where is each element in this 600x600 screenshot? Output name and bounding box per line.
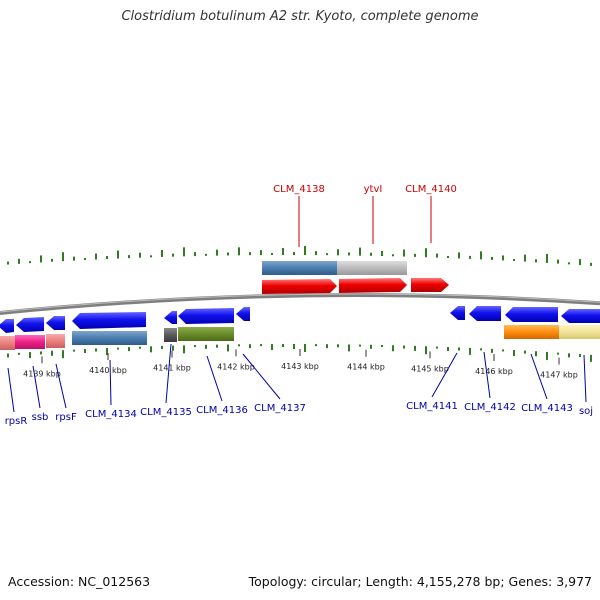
leader-line xyxy=(431,352,458,398)
reverse-strand-cds xyxy=(0,306,600,333)
leader-line xyxy=(530,353,548,400)
forward-strand-features xyxy=(262,261,449,294)
cds-clm-4141-arrow[interactable] xyxy=(450,306,465,320)
label-clm-4142[interactable]: CLM_4142 xyxy=(464,402,516,413)
cds-clm-4143-arrow[interactable] xyxy=(505,307,558,322)
cds-ssb-arrow[interactable] xyxy=(16,317,44,332)
feature-ytvi-band[interactable] xyxy=(337,261,407,275)
label-clm-4134[interactable]: CLM_4134 xyxy=(85,409,137,420)
genome-backbone-highlight xyxy=(0,293,600,313)
band-clm-4135[interactable] xyxy=(164,328,177,342)
cds-clm-4134-arrow[interactable] xyxy=(72,312,146,329)
scale-tick-label: 4147 kbp xyxy=(540,371,578,380)
reverse-strand-labels: rpsR ssb rpsF CLM_4134 CLM_4135 CLM_4136… xyxy=(5,401,593,427)
scale-tick-label: 4140 kbp xyxy=(89,366,127,375)
scale-tick-label: 4144 kbp xyxy=(347,363,385,372)
band-rpsf[interactable] xyxy=(46,334,65,348)
leader-line xyxy=(206,355,223,402)
label-clm-4140[interactable]: CLM_4140 xyxy=(405,184,457,195)
scale-tick-label: 4145 kbp xyxy=(411,364,449,373)
reverse-strand-bands xyxy=(0,325,600,350)
leader-line xyxy=(242,353,281,400)
cds-clm-4136-arrow[interactable] xyxy=(178,308,234,324)
band-clm-4143[interactable] xyxy=(504,325,559,339)
band-rpsr[interactable] xyxy=(0,336,15,350)
scale-tick-label: 4139 kbp xyxy=(23,369,61,378)
label-soj[interactable]: soj xyxy=(579,406,593,417)
gc-skew-ticks-upper xyxy=(7,246,592,266)
genome-title: Clostridium botulinum A2 str. Kyoto, com… xyxy=(121,9,479,24)
leader-line xyxy=(32,365,41,409)
label-clm-4137[interactable]: CLM_4137 xyxy=(254,403,306,414)
forward-strand-labels: CLM_4138 ytvI CLM_4140 xyxy=(273,184,457,195)
label-clm-4135[interactable]: CLM_4135 xyxy=(140,407,192,418)
topology-label: Topology: circular; Length: 4,155,278 bp… xyxy=(248,574,592,589)
cds-clm-4137-arrow[interactable] xyxy=(236,307,250,321)
label-rpsr[interactable]: rpsR xyxy=(5,416,28,427)
band-clm-4134[interactable] xyxy=(72,331,147,345)
label-rpsf[interactable]: rpsF xyxy=(55,412,77,423)
leader-line xyxy=(165,343,172,404)
leader-line xyxy=(55,363,67,409)
scale-tick-label: 4142 kbp xyxy=(217,362,255,371)
band-ssb[interactable] xyxy=(15,335,45,349)
cds-clm-4135-arrow[interactable] xyxy=(164,311,177,324)
leader-line xyxy=(109,359,112,406)
label-leader-lines xyxy=(7,196,587,413)
scale-ticks: 4139 kbp 4140 kbp 4141 kbp 4142 kbp 4143 kbp… xyxy=(23,349,578,380)
cds-rpsr-arrow[interactable] xyxy=(0,319,14,333)
cds-soj-arrow[interactable] xyxy=(561,309,600,323)
feature-clm-4138-band[interactable] xyxy=(262,261,337,275)
gc-skew-ticks-lower xyxy=(7,344,592,362)
leader-line xyxy=(483,351,491,399)
scale-tick-label: 4143 kbp xyxy=(281,362,319,371)
label-clm-4136[interactable]: CLM_4136 xyxy=(196,405,248,416)
cds-clm-4140-arrow[interactable] xyxy=(411,278,449,292)
cds-clm-4138-arrow[interactable] xyxy=(262,279,337,294)
label-clm-4143[interactable]: CLM_4143 xyxy=(521,403,573,414)
band-soj[interactable] xyxy=(559,325,600,339)
label-clm-4141[interactable]: CLM_4141 xyxy=(406,401,458,412)
scale-tick-label: 4141 kbp xyxy=(153,364,191,373)
accession-label: Accession: NC_012563 xyxy=(8,574,151,589)
leader-line xyxy=(7,367,15,413)
cds-clm-4142-arrow[interactable] xyxy=(469,306,501,321)
label-ssb[interactable]: ssb xyxy=(32,412,49,423)
scale-tick-label: 4146 kbp xyxy=(475,367,513,376)
label-clm-4138[interactable]: CLM_4138 xyxy=(273,184,325,195)
leader-line xyxy=(583,354,587,403)
label-ytvi[interactable]: ytvI xyxy=(364,184,383,195)
band-clm-4136[interactable] xyxy=(178,327,234,341)
cds-ytvi-arrow[interactable] xyxy=(339,278,407,293)
cds-rpsf-arrow[interactable] xyxy=(46,316,65,330)
genome-backbone xyxy=(0,293,600,316)
